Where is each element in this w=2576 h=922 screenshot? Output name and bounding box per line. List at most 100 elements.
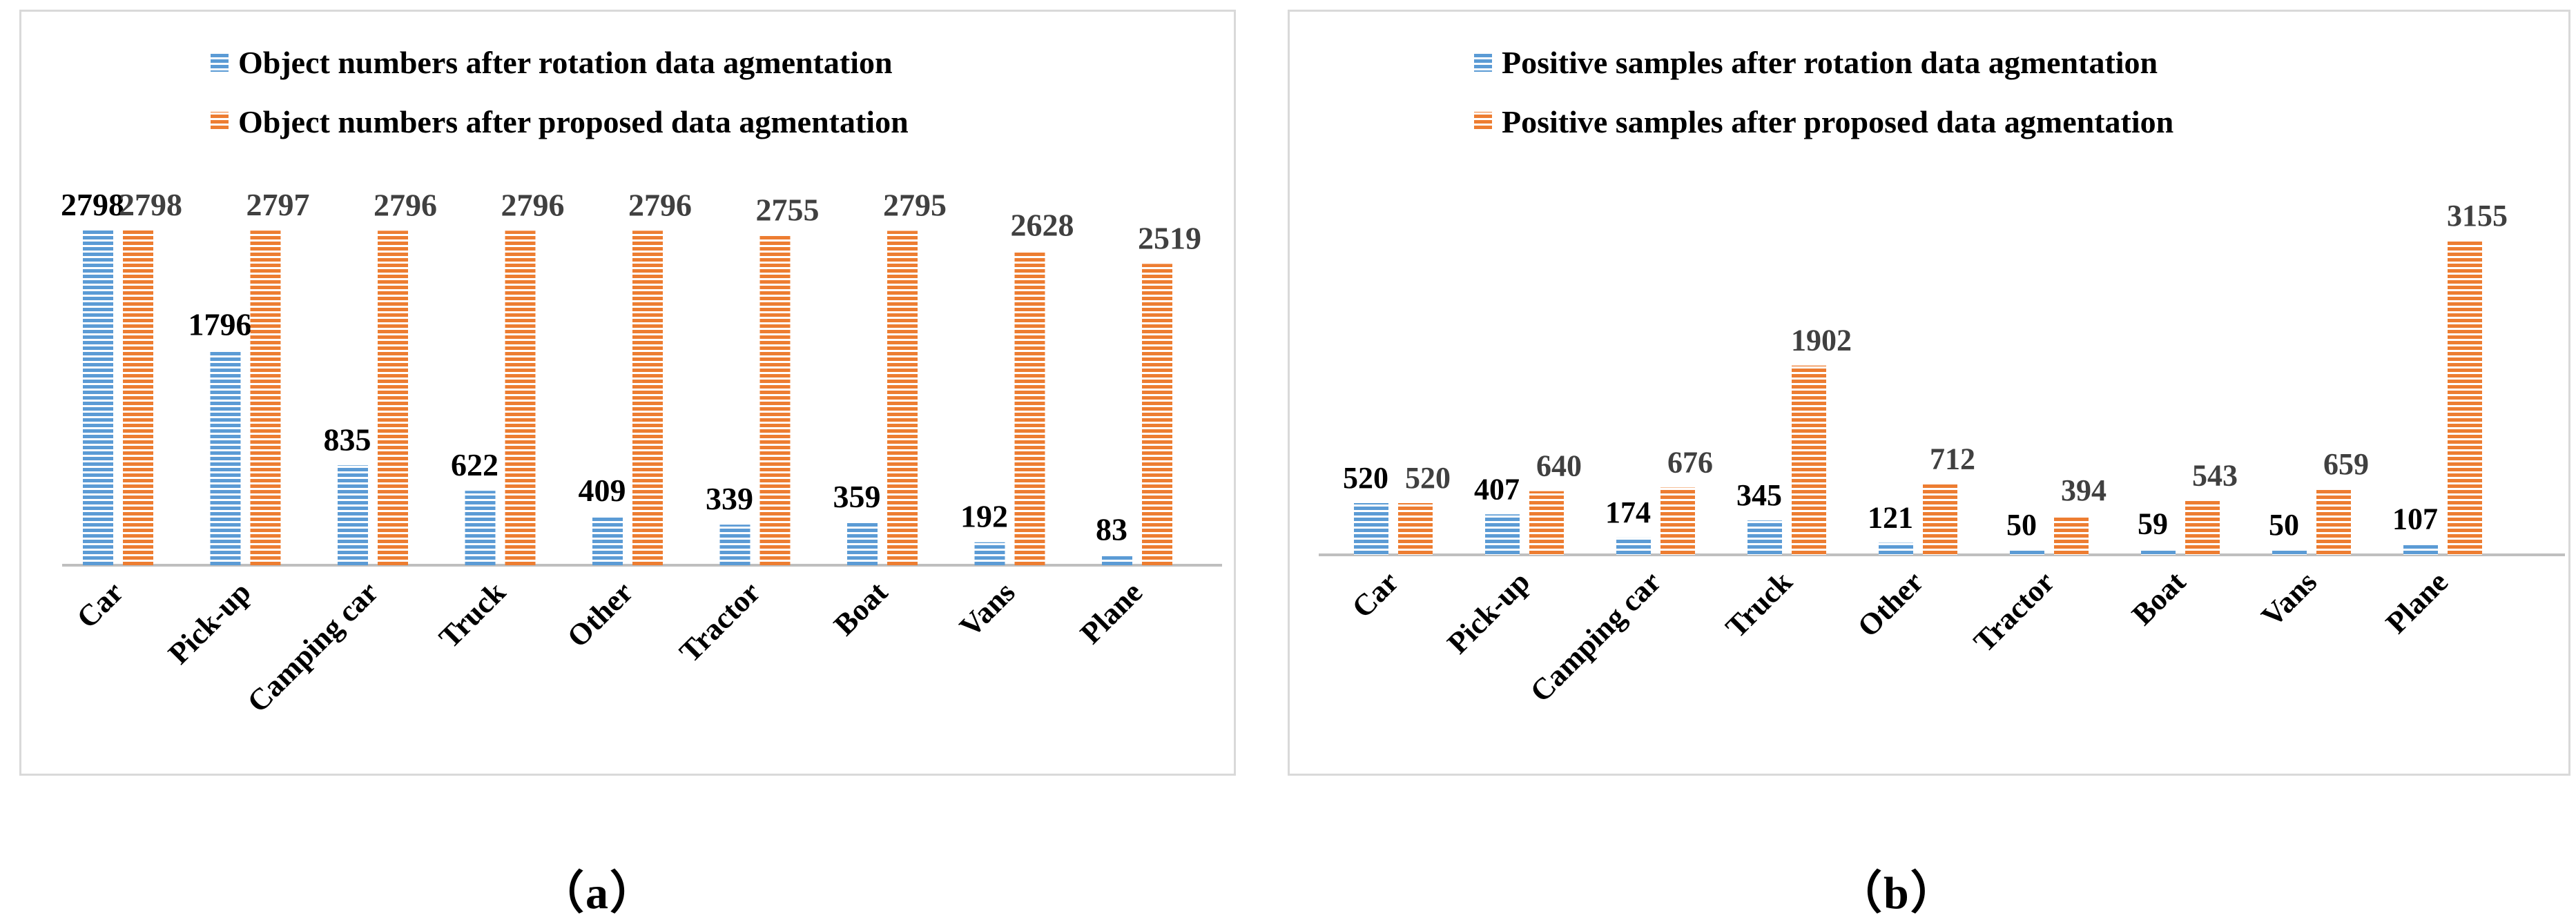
bar-b-s0-2 bbox=[1616, 537, 1651, 555]
bar-b-s1-8 bbox=[2448, 241, 2482, 555]
value-label-a-s0-6: 359 bbox=[833, 479, 881, 514]
bar-a-s0-8 bbox=[1102, 555, 1132, 565]
bar-a-s0-5 bbox=[719, 524, 750, 565]
value-label-b-s0-4: 121 bbox=[1868, 501, 1913, 535]
bar-b-s1-6 bbox=[2185, 500, 2220, 555]
chart-panel-a: Object numbers after rotation data agmen… bbox=[0, 10, 1243, 776]
value-label-a-s0-5: 339 bbox=[706, 481, 753, 516]
value-label-b-s0-1: 407 bbox=[1474, 472, 1520, 506]
bar-a-s1-8 bbox=[1142, 264, 1172, 565]
bar-a-s1-5 bbox=[759, 235, 791, 565]
figure-caption-b: （b） bbox=[1837, 868, 1957, 919]
bar-a-s0-7 bbox=[974, 542, 1005, 565]
value-label-a-s1-3: 2796 bbox=[501, 187, 565, 222]
value-label-a-s1-4: 2796 bbox=[628, 187, 692, 222]
value-label-b-s1-4: 712 bbox=[1930, 442, 1975, 475]
value-label-a-s1-8: 2519 bbox=[1138, 220, 1201, 255]
value-label-b-s1-6: 543 bbox=[2192, 459, 2238, 493]
value-label-a-s0-0: 2798 bbox=[61, 187, 124, 222]
category-label-b-2: Camping car bbox=[1524, 565, 1667, 708]
legend-label-a-0: Object numbers after rotation data agmen… bbox=[238, 45, 893, 80]
bar-b-s1-1 bbox=[1529, 491, 1564, 555]
category-label-b-3: Truck bbox=[1719, 565, 1799, 645]
category-label-b-1: Pick-up bbox=[1441, 565, 1536, 660]
value-label-b-s0-3: 345 bbox=[1736, 478, 1782, 512]
legend-swatch-b-1 bbox=[1474, 112, 1492, 131]
category-label-b-5: Tractor bbox=[1967, 565, 2061, 658]
value-label-b-s1-1: 640 bbox=[1536, 449, 1582, 483]
value-label-a-s0-8: 83 bbox=[1096, 512, 1127, 547]
legend-swatch-b-0 bbox=[1474, 52, 1492, 72]
category-label-a-3: Truck bbox=[432, 575, 512, 655]
category-label-a-1: Pick-up bbox=[162, 575, 257, 670]
category-label-b-6: Boat bbox=[2125, 565, 2192, 631]
value-label-a-s1-2: 2796 bbox=[374, 187, 437, 222]
bar-a-s0-1 bbox=[210, 350, 241, 565]
value-label-b-s1-2: 676 bbox=[1667, 446, 1713, 480]
legend-label-a-1: Object numbers after proposed data agmen… bbox=[238, 104, 909, 139]
category-label-a-7: Vans bbox=[953, 575, 1021, 643]
value-label-b-s0-0: 520 bbox=[1343, 461, 1388, 495]
value-label-a-s0-4: 409 bbox=[579, 473, 626, 508]
chart-frame-a bbox=[19, 10, 1236, 776]
bar-a-s1-4 bbox=[632, 230, 663, 565]
value-label-a-s1-5: 2755 bbox=[756, 192, 820, 227]
value-label-b-s1-8: 3155 bbox=[2447, 199, 2508, 233]
category-label-a-2: Camping car bbox=[241, 575, 385, 718]
value-label-a-s1-7: 2628 bbox=[1011, 207, 1074, 242]
value-label-b-s1-5: 394 bbox=[2061, 473, 2107, 507]
bar-b-s1-0 bbox=[1398, 503, 1433, 555]
category-label-b-7: Vans bbox=[2255, 565, 2323, 633]
value-label-a-s0-2: 835 bbox=[324, 422, 371, 457]
value-label-b-s1-0: 520 bbox=[1405, 461, 1451, 495]
value-label-b-s1-3: 1902 bbox=[1791, 324, 1852, 357]
bar-a-s1-6 bbox=[887, 230, 918, 565]
bar-b-s0-4 bbox=[1879, 542, 1913, 555]
bar-a-s0-3 bbox=[465, 491, 496, 565]
bar-b-s0-1 bbox=[1485, 514, 1520, 555]
bar-a-s1-2 bbox=[378, 230, 408, 565]
chart-panel-b: Positive samples after rotation data agm… bbox=[1267, 10, 2570, 776]
bar-b-s0-0 bbox=[1354, 503, 1388, 555]
bar-a-s1-3 bbox=[505, 230, 536, 565]
category-label-a-5: Tractor bbox=[673, 575, 767, 669]
bar-a-s1-7 bbox=[1014, 251, 1045, 565]
bar-chart-a: Object numbers after rotation data agmen… bbox=[61, 45, 1222, 719]
bar-a-s0-6 bbox=[847, 522, 878, 565]
bar-a-s0-4 bbox=[592, 516, 623, 565]
category-label-a-4: Other bbox=[561, 575, 639, 654]
figure-caption-a: （a） bbox=[539, 868, 657, 919]
bar-b-s0-5 bbox=[2010, 549, 2044, 555]
bar-b-s0-7 bbox=[2272, 549, 2307, 555]
value-label-b-s0-8: 107 bbox=[2392, 502, 2438, 536]
chart-frame-b bbox=[1288, 10, 2570, 776]
legend-label-b-1: Positive samples after proposed data agm… bbox=[1502, 104, 2173, 139]
bar-a-s1-1 bbox=[250, 230, 281, 565]
bar-chart-b: Positive samples after rotation data agm… bbox=[1319, 45, 2565, 709]
value-label-a-s0-1: 1796 bbox=[188, 307, 252, 342]
value-label-b-s0-6: 59 bbox=[2138, 507, 2168, 540]
bar-a-s0-2 bbox=[338, 465, 368, 565]
legend-swatch-a-0 bbox=[211, 52, 229, 72]
category-label-b-8: Plane bbox=[2379, 565, 2454, 640]
category-label-a-0: Car bbox=[70, 575, 130, 634]
bar-b-s1-3 bbox=[1792, 365, 1826, 555]
bar-b-s1-5 bbox=[2054, 516, 2089, 555]
value-label-a-s0-3: 622 bbox=[451, 447, 498, 482]
bar-a-s0-0 bbox=[83, 230, 113, 565]
value-label-b-s1-7: 659 bbox=[2323, 447, 2369, 481]
value-label-b-s0-7: 50 bbox=[2269, 508, 2299, 542]
bar-b-s1-7 bbox=[2316, 489, 2351, 555]
legend-swatch-a-1 bbox=[211, 112, 229, 131]
value-label-a-s1-6: 2795 bbox=[883, 188, 947, 223]
bar-b-s0-3 bbox=[1747, 520, 1782, 555]
value-label-a-s1-1: 2797 bbox=[246, 187, 310, 222]
category-label-a-6: Boat bbox=[827, 575, 894, 642]
bar-a-s1-0 bbox=[123, 230, 153, 565]
bar-b-s0-6 bbox=[2141, 549, 2176, 555]
value-label-a-s0-7: 192 bbox=[960, 499, 1008, 534]
category-label-a-8: Plane bbox=[1074, 575, 1149, 650]
legend-label-b-0: Positive samples after rotation data agm… bbox=[1502, 45, 2158, 80]
value-label-b-s0-2: 174 bbox=[1605, 496, 1651, 529]
bar-b-s1-2 bbox=[1660, 487, 1695, 555]
